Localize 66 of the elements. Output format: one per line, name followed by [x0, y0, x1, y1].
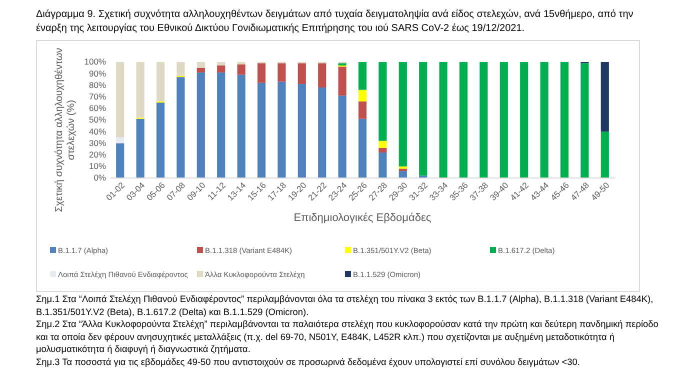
bar [217, 65, 226, 72]
bar [480, 62, 488, 178]
text: Σημ.2 Στα “Άλλα Κυκλοφορούντα Στελέχη” περιλαμβάνονται τα παλαιότερα στελέχη που κυκλοφορούσαν κατά την πρώτη και δεύτερη πανδημική περίοδο και τα οποία δεν φέρουν ανησυχητικές μεταλλάξεις (π.χ. del 69-70, N501Y, E484K, L452R κλπ.) που σχετίζονται με αυξημένη μεταδοτικότητα ή μολυσματικότητα ή διαφυγή ή διαγνωστικά ζητήματα. [36, 318, 660, 356]
bar [439, 62, 448, 178]
bar [196, 72, 205, 178]
chart-title: Διάγραμμα 9. Σχετική συχνότητα αλληλουχηθέντων δειγμάτων από τυχαία δειγματοληψία ανά είδος στελεχών, ανά 15νθήμερο, από την έναρξη της λειτουργίας του Εθνικού Δικτύου Γονιδιωματικής Επιτήρησης του ιού SARS CoV-2 έως 19/12/2021. [36, 8, 634, 36]
bar [116, 137, 124, 144]
bar [398, 168, 407, 172]
bar [156, 62, 165, 102]
bar [560, 62, 569, 178]
bar [237, 74, 246, 178]
bar [600, 62, 609, 132]
y-tick-label: 80% [88, 80, 106, 90]
bar [136, 62, 144, 118]
bar [358, 90, 367, 102]
bar [196, 62, 205, 68]
bar [196, 68, 205, 72]
bar [459, 62, 468, 178]
bar [116, 143, 124, 178]
bar [338, 66, 346, 96]
bar [540, 62, 548, 178]
bar [358, 101, 367, 119]
bar [278, 63, 286, 82]
bar [358, 62, 367, 90]
bar [378, 152, 387, 178]
bar [176, 62, 185, 76]
y-tick-label: 10% [88, 161, 106, 172]
y-tick-label: 100% [84, 56, 106, 67]
bar [580, 63, 589, 178]
y-axis-title: Σχετική συχνότητα αλληλουχηθέντων στελεχών (%) [54, 48, 77, 212]
bar [237, 64, 246, 75]
y-tick-label: 40% [88, 126, 106, 136]
bar [398, 62, 407, 166]
y-tick-label: 50% [88, 114, 106, 125]
bar [257, 82, 266, 178]
bar [318, 88, 326, 178]
bar [136, 118, 144, 178]
bar [500, 62, 508, 178]
x-axis-title: Επιδημιολογικές Εβδομάδες [294, 212, 432, 224]
y-tick-label: 20% [88, 150, 106, 160]
bar [378, 62, 387, 141]
bar [419, 62, 428, 176]
text: Σημ.1 Στα “Λοιπά Στελέχη Πιθανού Ενδιαφέροντος” περιλαμβάνονται όλα τα στελέχη του πίνακα 3 εκτός των B.1.1.7 (Alpha), B.1.1.318 (Variant E484K), B.1.351/501Y.V2 (Beta), B.1.617.2 (Delta) και B.1.1.529 (Omicron). [36, 293, 654, 318]
bar [298, 63, 306, 84]
text: Σημ.3 Τα ποσοστά για τις εβδομάδες 49-50 που αντιστοιχούν σε προσωρινά δεδομένα έχουν υπολογιστεί επί συνόλου δειγμάτων <30. [36, 356, 581, 369]
bar [398, 171, 407, 178]
y-tick-label: 30% [88, 138, 106, 148]
bar [298, 84, 306, 178]
bar [520, 62, 528, 178]
bar [318, 63, 326, 88]
bar [116, 62, 124, 138]
y-tick-label: 60% [88, 103, 106, 114]
bar [378, 148, 387, 152]
y-tick-label: 90% [88, 68, 106, 78]
bar [176, 77, 185, 178]
bar [217, 72, 226, 178]
bar [600, 132, 609, 178]
bar [278, 82, 286, 178]
bar [257, 63, 266, 83]
bar [217, 62, 226, 66]
bar [378, 140, 387, 148]
y-tick-label: 70% [88, 92, 106, 102]
bar [358, 118, 367, 178]
y-tick-label: 0% [94, 172, 106, 183]
bar [156, 102, 165, 178]
bar [338, 96, 346, 178]
